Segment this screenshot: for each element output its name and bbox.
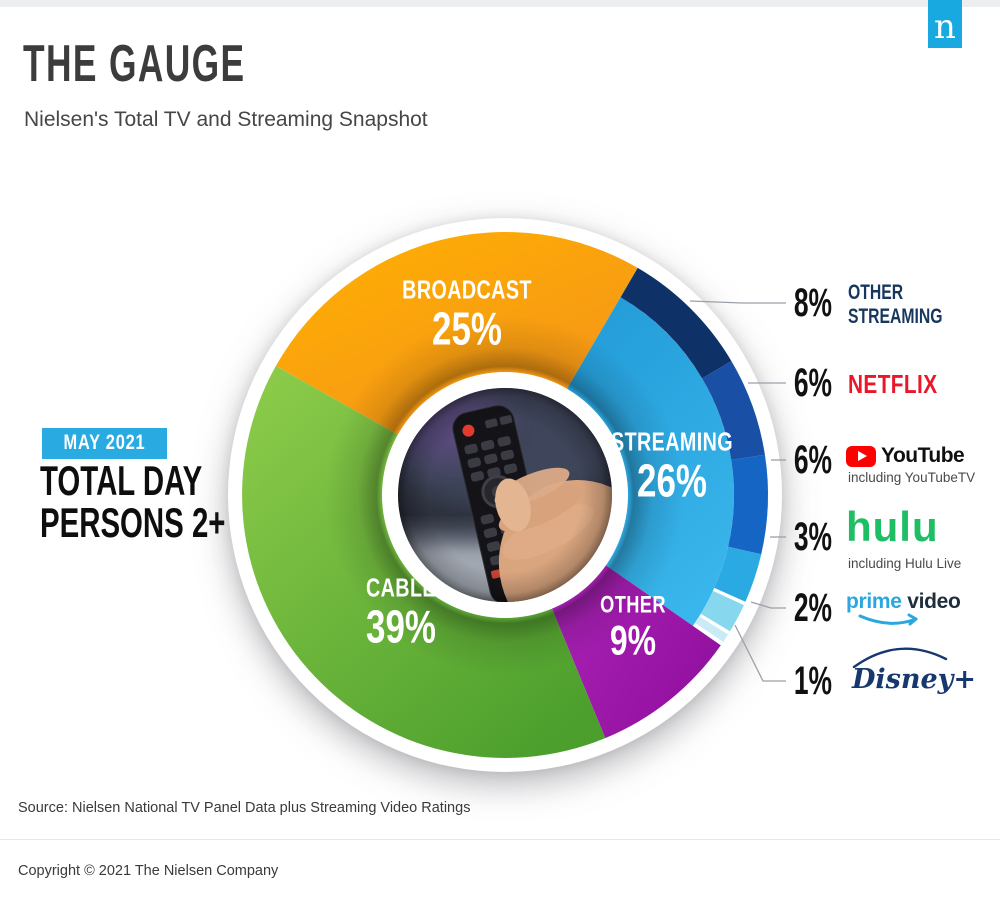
hulu-subcaption: including Hulu Live bbox=[848, 556, 962, 571]
nielsen-logo-letter: n bbox=[934, 7, 956, 47]
amazon-smile-icon bbox=[858, 613, 918, 626]
leader-lines bbox=[689, 300, 786, 682]
pie-label-other: OTHER 9% bbox=[600, 591, 666, 664]
ring-prime-video bbox=[700, 590, 744, 632]
audience-label: TOTAL DAY PERSONS 2+ bbox=[40, 460, 225, 544]
period-badge: MAY 2021 bbox=[42, 428, 167, 459]
pie-label-broadcast: BROADCAST 25% bbox=[402, 274, 532, 355]
source-line: Source: Nielsen National TV Panel Data p… bbox=[18, 800, 471, 816]
legend-pct-hulu: 3% bbox=[793, 515, 832, 559]
brand-disney-plus: Disney+ bbox=[852, 664, 976, 695]
page-title: THE GAUGE bbox=[23, 35, 246, 93]
legend-pct-other-streaming: 8% bbox=[793, 281, 832, 325]
brand-prime-video: prime video bbox=[846, 590, 961, 613]
brand-hulu: hulu bbox=[846, 503, 939, 550]
legend-pct-prime-video: 2% bbox=[793, 586, 832, 630]
legend-pct-disney-plus: 1% bbox=[793, 659, 832, 703]
copyright-line: Copyright © 2021 The Nielsen Company bbox=[18, 863, 279, 879]
ring-hulu bbox=[714, 546, 762, 602]
donut-disc bbox=[228, 218, 782, 772]
nielsen-logo: n bbox=[928, 0, 962, 48]
brand-youtube: YouTube bbox=[846, 444, 965, 468]
brand-netflix: NETFLIX bbox=[848, 369, 938, 399]
streaming-breakdown-ring bbox=[620, 267, 769, 646]
page-subtitle: Nielsen's Total TV and Streaming Snapsho… bbox=[24, 108, 428, 131]
disney-arc-icon bbox=[852, 647, 948, 669]
gauge-donut-chart bbox=[228, 218, 786, 772]
audience-line2: PERSONS 2+ bbox=[40, 499, 226, 546]
ring-netflix bbox=[702, 361, 765, 460]
footer-divider bbox=[0, 839, 1000, 840]
ring-other-streaming bbox=[620, 267, 732, 379]
audience-line1: TOTAL DAY bbox=[40, 457, 203, 504]
pie-label-cable: CABLE 39% bbox=[366, 572, 436, 653]
period-badge-label: MAY 2021 bbox=[63, 431, 146, 454]
ring-youtube bbox=[728, 454, 768, 555]
brand-other-streaming: OTHER STREAMING bbox=[848, 281, 943, 329]
ring-disney- bbox=[695, 616, 728, 642]
top-strip bbox=[0, 0, 1000, 7]
pie-label-streaming: STREAMING 26% bbox=[611, 426, 733, 507]
youtube-subcaption: including YouTubeTV bbox=[848, 470, 976, 485]
youtube-play-icon bbox=[846, 445, 876, 467]
legend-pct-netflix: 6% bbox=[793, 361, 832, 405]
legend-pct-youtube: 6% bbox=[793, 438, 832, 482]
